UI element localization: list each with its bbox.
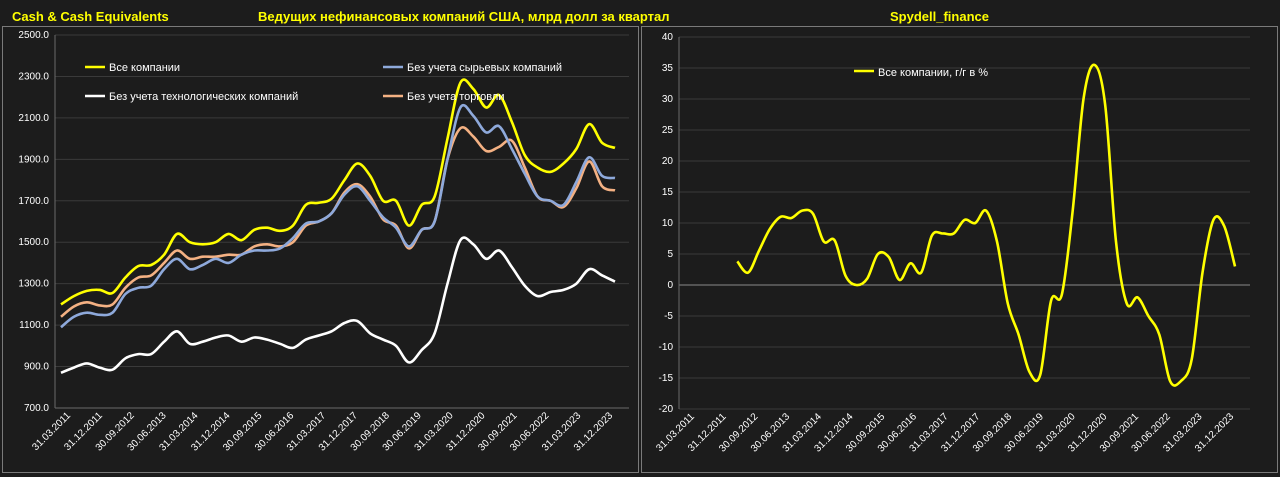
y-tick-label: 1900.0 (18, 154, 49, 165)
watermark-title: Spydell_finance (890, 9, 989, 24)
y-tick-label: -5 (664, 311, 673, 322)
left-chart-panel: 2500.0 2300.0 2100.0 1900.0 1700.0 1500.0 1300… (2, 26, 639, 473)
legend-label: Без учета технологических компаний (109, 91, 298, 103)
y-tick-label: 30 (662, 94, 674, 105)
series-line (60, 78, 616, 306)
y-tick-label: 40 (662, 32, 674, 43)
y-tick-label: 25 (662, 125, 674, 136)
left-chart-svg: 2500.0 2300.0 2100.0 1900.0 1700.0 1500.0 1300… (18, 30, 629, 454)
legend-label: Без учета сырьевых компаний (407, 62, 562, 74)
y-tick-label: 15 (662, 187, 674, 198)
y-tick-label: 2500.0 (18, 30, 49, 41)
right-chart-panel: 40 35 30 25 20 15 10 5 0 -5 -10 -15 -20 31.03.2011 31.… (641, 26, 1278, 473)
y-tick-label: 10 (662, 218, 674, 229)
y-tick-label: 900.0 (24, 362, 49, 373)
series-line (736, 63, 1237, 387)
y-tick-label: 1700.0 (18, 196, 49, 207)
y-tick-label: 35 (662, 63, 674, 74)
series-line (60, 236, 616, 374)
y-tick-label: 20 (662, 156, 674, 167)
y-tick-label: 1100.0 (19, 320, 49, 331)
right-chart-svg: 4035302520151050-5-10-15-2031.03.201131.… (654, 32, 1250, 455)
chart-left-title: Ведущих нефинансовых компаний США, млрд … (258, 9, 670, 24)
legend-label: Все компании, г/г в % (878, 67, 988, 79)
y-tick-label: -20 (659, 404, 674, 415)
legend-label: Без учета торговли (407, 91, 504, 103)
y-tick-label: 2100.0 (18, 113, 49, 124)
y-tick-label: 1300.0 (18, 279, 49, 290)
chart-left-subtitle: Cash & Cash Equivalents (12, 9, 169, 24)
y-tick-label: -10 (659, 342, 674, 353)
y-tick-label: -15 (659, 373, 674, 384)
series-line (60, 103, 616, 329)
y-tick-label: 2300.0 (18, 71, 49, 82)
y-tick-label: 1500.0 (18, 237, 49, 248)
y-tick-label: 700.0 (24, 403, 49, 414)
y-tick-label: 5 (667, 249, 673, 260)
legend-label: Все компании (109, 62, 180, 74)
y-tick-label: 0 (667, 280, 673, 291)
